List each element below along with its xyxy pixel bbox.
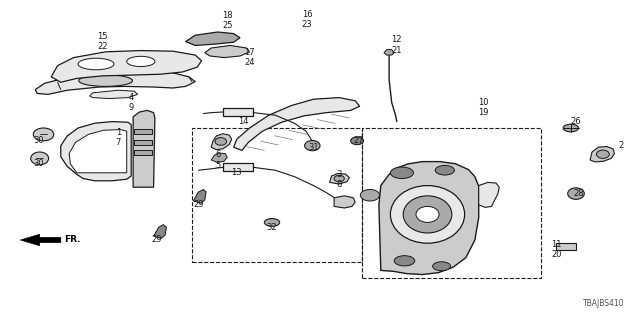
- Text: 30: 30: [33, 159, 44, 168]
- Polygon shape: [154, 225, 166, 238]
- Text: 26: 26: [571, 117, 581, 126]
- Ellipse shape: [390, 186, 465, 243]
- Text: 28: 28: [574, 189, 584, 198]
- Polygon shape: [234, 98, 360, 150]
- Polygon shape: [479, 182, 499, 207]
- Text: 2: 2: [618, 141, 623, 150]
- Text: FR.: FR.: [64, 236, 81, 244]
- Ellipse shape: [78, 58, 114, 70]
- Bar: [556, 243, 576, 250]
- Text: 32: 32: [267, 223, 277, 232]
- Ellipse shape: [568, 188, 584, 199]
- Ellipse shape: [79, 75, 132, 86]
- Ellipse shape: [433, 262, 451, 271]
- Text: 17
24: 17 24: [244, 48, 255, 67]
- Ellipse shape: [127, 56, 155, 67]
- Ellipse shape: [31, 152, 49, 165]
- Ellipse shape: [360, 189, 380, 201]
- Ellipse shape: [563, 124, 579, 132]
- Ellipse shape: [390, 167, 413, 179]
- Ellipse shape: [351, 137, 364, 145]
- Ellipse shape: [416, 206, 439, 222]
- Text: 1
7: 1 7: [116, 128, 121, 147]
- Text: 16
23: 16 23: [302, 10, 312, 29]
- Text: 29: 29: [152, 236, 162, 244]
- Ellipse shape: [215, 138, 227, 145]
- Ellipse shape: [394, 256, 415, 266]
- Bar: [223, 163, 253, 171]
- Polygon shape: [51, 51, 202, 82]
- Ellipse shape: [334, 175, 344, 182]
- Text: 3
8: 3 8: [337, 170, 342, 189]
- Polygon shape: [61, 122, 131, 181]
- Polygon shape: [211, 153, 227, 163]
- Bar: [134, 140, 152, 145]
- Text: 6
5: 6 5: [215, 150, 220, 170]
- Text: 4
9: 4 9: [129, 93, 134, 112]
- Polygon shape: [90, 90, 138, 99]
- Text: 13: 13: [232, 168, 242, 177]
- Ellipse shape: [33, 128, 54, 141]
- Polygon shape: [211, 134, 232, 150]
- Text: 15
22: 15 22: [97, 32, 108, 51]
- Polygon shape: [35, 70, 195, 94]
- Ellipse shape: [305, 140, 320, 151]
- Text: 11
20: 11 20: [552, 240, 562, 259]
- Polygon shape: [379, 162, 479, 275]
- Polygon shape: [186, 32, 240, 45]
- Text: 18
25: 18 25: [222, 11, 232, 30]
- Bar: [134, 150, 152, 155]
- Text: 14: 14: [238, 117, 248, 126]
- Polygon shape: [20, 234, 61, 246]
- Bar: [134, 129, 152, 134]
- Polygon shape: [193, 189, 206, 203]
- Text: 27: 27: [353, 136, 364, 145]
- Bar: [192, 128, 362, 262]
- Text: 31: 31: [308, 143, 319, 152]
- Polygon shape: [330, 173, 349, 184]
- Polygon shape: [205, 45, 250, 58]
- Bar: [223, 108, 253, 116]
- Ellipse shape: [264, 219, 280, 226]
- Ellipse shape: [435, 165, 454, 175]
- Ellipse shape: [596, 150, 609, 158]
- Text: 10
19: 10 19: [478, 98, 488, 117]
- Text: 29: 29: [193, 200, 204, 209]
- Bar: [362, 128, 541, 278]
- Text: 12
21: 12 21: [392, 35, 402, 54]
- Polygon shape: [69, 130, 127, 173]
- Polygon shape: [590, 147, 614, 162]
- Polygon shape: [334, 196, 355, 208]
- Polygon shape: [133, 110, 155, 187]
- Text: TBAJBS410: TBAJBS410: [582, 299, 624, 308]
- Polygon shape: [384, 50, 394, 55]
- Text: 30: 30: [33, 136, 44, 145]
- Ellipse shape: [403, 196, 452, 233]
